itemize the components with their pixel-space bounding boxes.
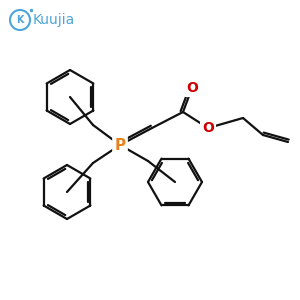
- Text: Kuujia: Kuujia: [33, 13, 75, 27]
- Text: O: O: [202, 121, 214, 135]
- Text: P: P: [114, 137, 126, 152]
- Text: K: K: [16, 15, 24, 25]
- Text: O: O: [186, 81, 198, 95]
